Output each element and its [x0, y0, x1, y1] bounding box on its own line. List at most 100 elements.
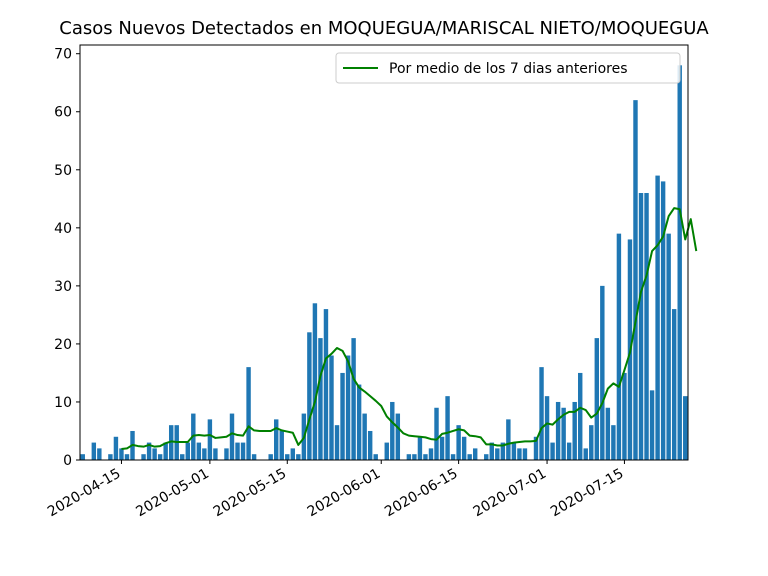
bar — [506, 419, 511, 460]
bar — [467, 454, 472, 460]
bar — [677, 65, 682, 460]
bar — [489, 442, 494, 460]
bar — [279, 430, 284, 460]
bar — [290, 448, 296, 460]
bar — [152, 448, 157, 460]
bar — [146, 442, 152, 460]
bar — [600, 285, 605, 460]
bar — [274, 419, 279, 460]
bar — [533, 436, 539, 460]
y-tick-label: 10 — [54, 395, 72, 411]
bar — [566, 442, 572, 460]
bar — [318, 338, 323, 460]
bar — [296, 454, 301, 460]
bar — [423, 454, 428, 460]
bar — [163, 442, 168, 460]
bar — [644, 193, 649, 460]
bar — [224, 448, 229, 460]
bar — [395, 413, 401, 460]
y-tick-label: 70 — [54, 47, 72, 63]
y-axis: 0 10 20 30 40 50 60 70 — [54, 47, 80, 469]
bar — [589, 425, 594, 460]
legend-label: Por medio de los 7 dias anteriores — [389, 61, 628, 77]
x-tick-label: 2020-05-01 — [133, 466, 211, 521]
bar — [356, 384, 362, 460]
bar — [124, 454, 130, 460]
bar — [583, 448, 588, 460]
bar — [495, 448, 500, 460]
bar — [683, 396, 688, 460]
bar — [119, 448, 124, 460]
y-tick-label: 40 — [54, 221, 72, 237]
bar — [666, 233, 671, 460]
x-tick-label: 2020-06-15 — [382, 466, 460, 521]
bar — [461, 436, 467, 460]
bar — [550, 442, 555, 460]
bar — [180, 454, 185, 460]
bar — [539, 367, 544, 460]
bar — [638, 193, 644, 460]
y-tick-label: 0 — [63, 453, 72, 469]
bar — [544, 396, 550, 460]
bar — [500, 442, 506, 460]
bar — [251, 454, 257, 460]
legend-box — [335, 52, 681, 84]
bar — [202, 448, 207, 460]
bar — [484, 454, 489, 460]
legend: Por medio de los 7 dias anteriores — [335, 52, 681, 84]
bar — [229, 413, 235, 460]
bar — [345, 355, 351, 460]
bar — [655, 175, 660, 460]
bar — [472, 448, 478, 460]
bar — [268, 454, 273, 460]
chart-title: Casos Nuevos Detectados en MOQUEGUA/MARI… — [59, 18, 709, 39]
bar — [207, 419, 213, 460]
bar — [412, 454, 417, 460]
bar — [367, 430, 373, 460]
bar — [633, 100, 638, 460]
bar — [213, 448, 218, 460]
bar — [439, 436, 445, 460]
bar — [622, 372, 627, 460]
bar — [649, 390, 655, 460]
bars — [80, 65, 688, 460]
bar — [450, 454, 456, 460]
bar — [362, 413, 367, 460]
bar — [445, 396, 450, 460]
moving-average-line-group — [121, 207, 698, 450]
bar — [578, 372, 583, 460]
bar — [334, 425, 340, 460]
bar — [329, 355, 334, 460]
bar — [312, 303, 318, 460]
bar — [572, 401, 577, 460]
x-tick-label: 2020-07-15 — [548, 466, 626, 521]
bar — [522, 448, 528, 460]
bar — [373, 454, 378, 460]
bar — [660, 181, 666, 460]
bar — [108, 454, 113, 460]
bar — [97, 448, 102, 460]
bar — [555, 401, 561, 460]
bar — [235, 442, 240, 460]
y-tick-label: 60 — [54, 105, 72, 121]
bar — [384, 442, 389, 460]
bar — [611, 425, 616, 460]
bar — [240, 442, 246, 460]
bar — [561, 407, 566, 460]
bar — [196, 442, 202, 460]
bar — [406, 454, 412, 460]
y-tick-label: 30 — [54, 279, 72, 295]
y-tick-label: 20 — [54, 337, 72, 353]
bar — [517, 448, 522, 460]
bar — [616, 233, 622, 460]
bar — [390, 401, 395, 460]
bar — [168, 425, 174, 460]
bar — [80, 454, 85, 460]
x-tick-label: 2020-05-15 — [211, 466, 289, 521]
moving-average-line — [121, 207, 698, 450]
bar — [456, 425, 461, 460]
x-tick-label: 2020-06-01 — [305, 466, 383, 521]
bar — [285, 454, 290, 460]
